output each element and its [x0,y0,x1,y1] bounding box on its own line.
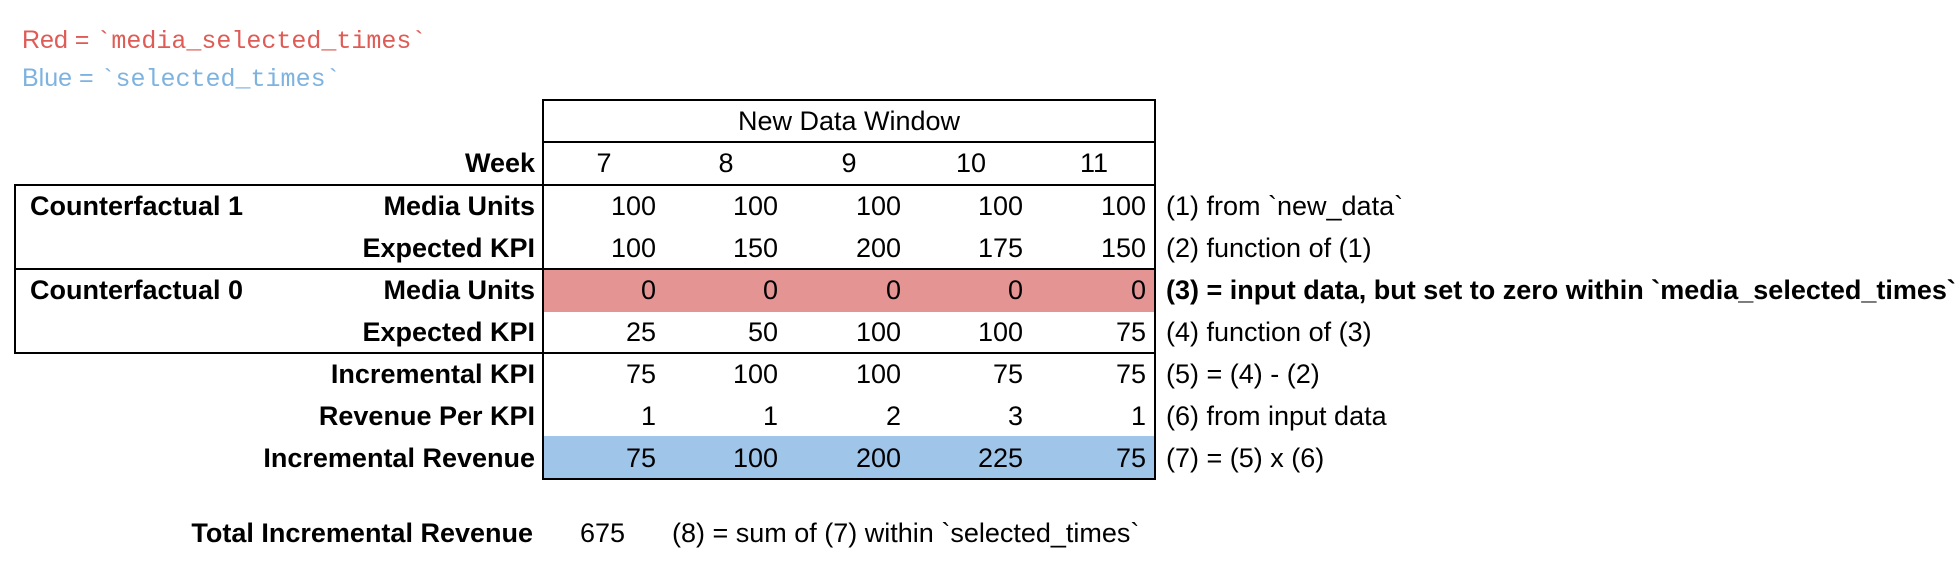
cell-value: 1 [1130,401,1146,431]
week-row-label: Week [464,148,535,178]
row-label: Revenue Per KPI [318,401,535,431]
table-border-section-1 [14,268,1156,270]
table-row: Expected KPI 100 150 200 175 150 (2) fun… [0,227,1960,269]
cell-value: 225 [977,443,1023,473]
legend-blue-prefix: Blue = [22,64,101,92]
row-annotation: (5) = (4) - (2) [1166,359,1320,389]
row-annotation: (3) = input data, but set to zero within… [1166,275,1956,305]
table-border-top [542,99,1156,101]
cell-value: 100 [610,191,656,221]
row-label: Expected KPI [362,317,535,347]
cell-value: 75 [625,359,656,389]
cell-value: 150 [732,233,778,263]
cell-value: 0 [1130,275,1146,305]
table-row: Counterfactual 0 Media Units 0 0 0 0 0 (… [0,269,1960,311]
row-label: Expected KPI [362,233,535,263]
cell-value: 75 [625,443,656,473]
cell-value: 100 [977,191,1023,221]
week-cell: 9 [841,148,857,178]
table-header-title: New Data Window [737,106,961,136]
cell-value: 2 [885,401,901,431]
week-cell: 7 [596,148,612,178]
cell-value: 100 [855,317,901,347]
legend-blue-line: Blue = `selected_times` [22,62,341,96]
summary-annotation: (8) = sum of (7) within `selected_times` [672,518,1140,548]
table-row: Incremental Revenue 75 100 200 225 75 (7… [0,437,1960,479]
legend-red-prefix: Red = [22,26,97,54]
cell-value: 0 [885,275,901,305]
cell-value: 25 [625,317,656,347]
row-label: Incremental KPI [330,359,535,389]
cell-value: 0 [640,275,656,305]
table-border-bottom [542,478,1156,480]
cell-value: 3 [1007,401,1023,431]
cell-value: 0 [762,275,778,305]
cell-value: 75 [1115,443,1146,473]
table-row: Incremental KPI 75 100 100 75 75 (5) = (… [0,353,1960,395]
row-annotation: (4) function of (3) [1166,317,1372,347]
row-label: Media Units [383,191,535,221]
week-cell: 8 [718,148,734,178]
row-annotation: (1) from `new_data` [1166,191,1404,221]
table-row: Revenue Per KPI 1 1 2 3 1 (6) from input… [0,395,1960,437]
red-highlight-band [544,269,1154,312]
cell-value: 100 [732,359,778,389]
cell-value: 150 [1100,233,1146,263]
week-row: Week 7 8 9 10 11 [0,142,1960,185]
cell-value: 75 [1115,317,1146,347]
cell-value: 50 [747,317,778,347]
group-label-counterfactual-0: Counterfactual 0 [30,275,244,305]
cell-value: 175 [977,233,1023,263]
table-border-right [1154,99,1156,480]
table-border-left [542,99,544,480]
cell-value: 1 [762,401,778,431]
legend-red-code: `media_selected_times` [96,27,427,56]
summary-value: 675 [579,518,626,548]
summary-label: Total Incremental Revenue [191,518,533,548]
cell-value: 75 [1115,359,1146,389]
row-annotation: (7) = (5) x (6) [1166,443,1325,473]
group-label-counterfactual-1: Counterfactual 1 [30,191,244,221]
table-border-under-header [543,141,1155,143]
cell-value: 100 [1100,191,1146,221]
row-label: Media Units [383,275,535,305]
table-border-section-2 [14,352,1156,354]
table-border-under-week [14,184,1156,186]
cell-value: 100 [855,191,901,221]
cell-value: 200 [855,233,901,263]
cell-value: 100 [977,317,1023,347]
cell-value: 100 [610,233,656,263]
cell-value: 100 [732,443,778,473]
cell-value: 100 [732,191,778,221]
table-row: Counterfactual 1 Media Units 100 100 100… [0,185,1960,227]
legend-red-line: Red = `media_selected_times` [22,24,426,58]
week-cell: 11 [1079,148,1109,178]
label-box-left-border [14,184,16,354]
cell-value: 75 [992,359,1023,389]
row-annotation: (6) from input data [1166,401,1387,431]
table-row: Expected KPI 25 50 100 100 75 (4) functi… [0,311,1960,353]
cell-value: 0 [1007,275,1023,305]
row-annotation: (2) function of (1) [1166,233,1372,263]
summary-row: Total Incremental Revenue 675 (8) = sum … [0,512,1960,554]
blue-highlight-band [544,436,1154,478]
cell-value: 100 [855,359,901,389]
cell-value: 1 [640,401,656,431]
week-cell: 10 [955,148,987,178]
row-label: Incremental Revenue [263,443,535,473]
cell-value: 200 [855,443,901,473]
legend-blue-code: `selected_times` [100,65,341,94]
